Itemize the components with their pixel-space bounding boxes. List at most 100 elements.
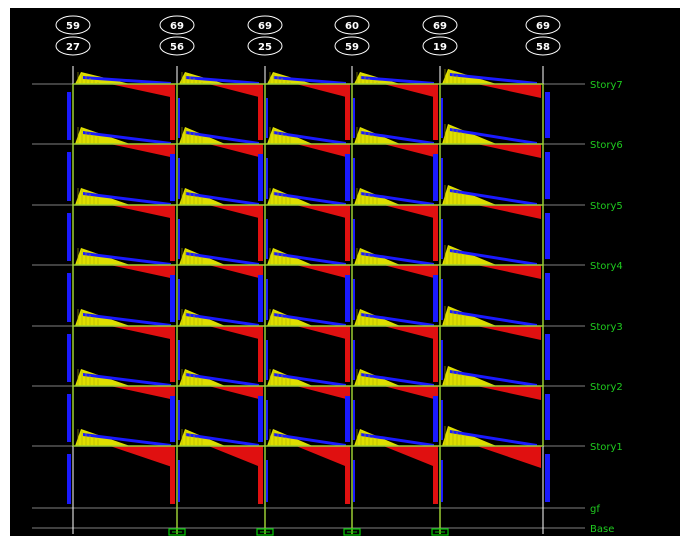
moment-band	[449, 430, 537, 447]
grid-bubble-bottom	[159, 36, 195, 56]
negative-moment-fill	[296, 205, 350, 219]
moment-band	[83, 373, 171, 387]
column-moment	[178, 340, 180, 380]
negative-moment-fill	[296, 265, 350, 279]
column-moment	[178, 400, 180, 440]
negative-moment-fill	[208, 326, 263, 340]
negative-moment-fill	[383, 386, 438, 400]
column-moment	[353, 340, 355, 380]
moment-band	[449, 189, 537, 206]
column-moment	[345, 215, 350, 261]
negative-moment-fill	[476, 386, 541, 400]
column-moment	[545, 454, 550, 502]
negative-moment-fill	[296, 144, 350, 158]
grid-bubble-top	[422, 15, 458, 35]
moment-band	[449, 73, 537, 85]
grid-bubble: 69 56	[159, 15, 195, 56]
moment-band	[273, 252, 346, 266]
column-moment	[67, 92, 71, 140]
column-moment	[258, 396, 263, 442]
column-moment	[266, 279, 268, 320]
column-moment	[67, 152, 71, 201]
moment-band	[185, 313, 259, 327]
column-moment	[266, 219, 268, 259]
column-moment	[441, 158, 443, 199]
column-moment	[170, 215, 175, 261]
moment-band	[83, 76, 171, 85]
negative-moment-fill	[476, 265, 541, 279]
moment-band	[185, 76, 259, 85]
column-moment	[433, 336, 438, 382]
column-moment	[178, 460, 180, 502]
column-moment	[170, 275, 175, 322]
grid-bubble: 69 58	[525, 15, 561, 56]
negative-moment-fill	[110, 205, 175, 219]
column-moment	[433, 456, 438, 504]
grid-bubble-top-label: 69	[258, 21, 272, 32]
negative-moment-fill	[208, 84, 263, 98]
column-moment	[67, 454, 71, 504]
column-moment	[170, 456, 175, 504]
column-moment	[441, 460, 443, 502]
grid-bubble-bottom-label: 59	[345, 42, 359, 53]
story-label-story7: Story7	[590, 80, 623, 91]
moment-band	[273, 313, 346, 327]
supports	[168, 528, 449, 536]
column-moment	[258, 336, 263, 382]
story-labels: Story7 Story6 Story5 Story4 Story3 Story2 Stor…	[590, 80, 623, 535]
moment-band	[360, 76, 434, 85]
grid-bubble-bottom	[55, 36, 91, 56]
negative-moment-fill	[296, 84, 350, 98]
grid-bubble: 59 27	[55, 15, 91, 56]
column-moment	[433, 154, 438, 201]
moment-band	[83, 252, 171, 266]
grid-bubble-top-label: 69	[433, 21, 447, 32]
grid-bubble-top-label: 69	[536, 21, 550, 32]
negative-moment-fill	[208, 205, 263, 219]
column-moment	[170, 396, 175, 442]
story-label-story4: Story4	[590, 261, 623, 272]
moment-band	[185, 373, 259, 387]
story-label-story1: Story1	[590, 442, 623, 453]
column-moment	[266, 460, 268, 502]
grid-bubble-bottom	[525, 36, 561, 56]
negative-moment-fill	[110, 84, 175, 98]
diagram-canvas[interactable]: 59 27 69 56 69 25 60 59 69 19 69 58 Story7 Story6 Sto…	[10, 8, 680, 536]
grid-bubble: 69 25	[247, 15, 283, 56]
column-moment	[441, 279, 443, 320]
column-moment	[345, 154, 350, 201]
grid-bubble-top-label: 59	[66, 21, 80, 32]
story-label-story3: Story3	[590, 322, 623, 333]
column-moment	[178, 279, 180, 320]
column-moment	[353, 400, 355, 440]
support-icon	[343, 528, 361, 536]
column-moment	[353, 98, 355, 138]
negative-moment-fill	[110, 326, 175, 340]
moment-band	[360, 313, 434, 327]
column-moment	[67, 394, 71, 442]
column-moment	[433, 94, 438, 140]
negative-moment-fill	[476, 144, 541, 158]
column-moment	[67, 273, 71, 322]
grid-bubble-top	[159, 15, 195, 35]
negative-moment-fill	[110, 446, 175, 468]
grid-bubble-bottom	[334, 36, 370, 56]
moment-band	[360, 373, 434, 387]
column-moment	[258, 275, 263, 322]
moment-band	[449, 370, 537, 387]
column-moment	[67, 334, 71, 382]
column-moment	[258, 215, 263, 261]
moment-band	[449, 128, 537, 145]
grid-bubble-bottom-label: 58	[536, 42, 550, 53]
negative-moment-fill	[110, 386, 175, 400]
story-label-story6: Story6	[590, 140, 623, 151]
column-moment	[266, 400, 268, 440]
moment-band	[273, 131, 346, 145]
column-moment	[441, 98, 443, 138]
moment-band	[83, 131, 171, 145]
grid-bubble-bottom	[247, 36, 283, 56]
beam-moment-diagrams	[75, 69, 541, 468]
negative-moment-fill	[383, 84, 438, 98]
column-moment	[353, 279, 355, 320]
negative-moment-fill	[383, 144, 438, 158]
